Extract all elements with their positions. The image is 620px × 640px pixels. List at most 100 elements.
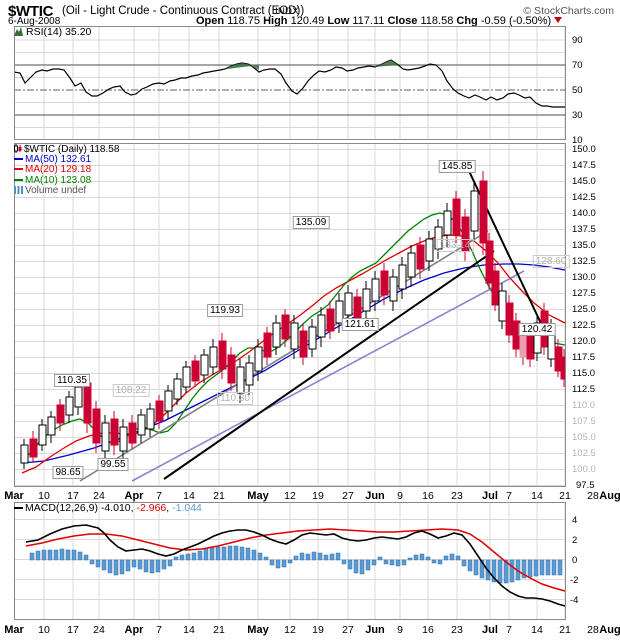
date-label-bottom-jun-16: 16: [422, 624, 434, 636]
ma50-swatch-icon: [14, 157, 23, 160]
annotation-99-55: 99.55: [97, 458, 129, 471]
price-tick-9: 127.5: [572, 288, 596, 299]
date-label-may-19: 19: [312, 490, 324, 502]
macd-legend-name: MACD(12,26,9): [25, 502, 98, 514]
date-label-aug: Aug: [599, 490, 620, 502]
rsi-panel: [14, 26, 566, 140]
annotation-135-09: 135.09: [292, 216, 330, 229]
date-label-bottom-jul-7: 7: [506, 624, 512, 636]
ma10-legend-text: MA(10) 123.08: [25, 174, 92, 186]
volume-bars-icon: [14, 186, 23, 194]
rsi-tick-50: 50: [572, 85, 583, 96]
price-plot: [14, 143, 566, 487]
date-label-bottom-mar-10: 10: [38, 624, 50, 636]
price-tick-0: 150.0: [572, 144, 596, 155]
rsi-tick-30: 30: [572, 110, 583, 121]
macd-tick-4: 4: [572, 515, 578, 526]
date-label-jul-21: 21: [559, 490, 571, 502]
date-label-bottom-jun-23: 23: [451, 624, 463, 636]
price-tick-10: 125.0: [572, 304, 596, 315]
date-label-jul: Jul: [482, 490, 498, 502]
high-value: 120.49: [290, 15, 325, 27]
date-label-bottom-aug: Aug: [599, 624, 620, 636]
price-legend: $WTIC (Daily) 118.58 MA(50) 132.61 MA(20…: [14, 144, 119, 197]
macd-panel: [14, 502, 566, 620]
macd-legend-value: -4.010: [100, 502, 131, 514]
price-legend-title-row: $WTIC (Daily) 118.58: [14, 144, 119, 155]
annotation-108-22: 108.22: [112, 384, 150, 397]
rsi-legend-text: RSI(14) 35.20: [26, 26, 92, 38]
price-tick-15: 112.5: [572, 384, 596, 395]
date-label-jun-23: 23: [451, 490, 463, 502]
price-tick-19: 102.5: [572, 448, 596, 459]
macd-tick-neg4: -4: [570, 595, 579, 606]
chart-header: $WTIC (Oil - Light Crude - Continuous Co…: [0, 0, 620, 27]
macd-plot: [14, 502, 566, 620]
annotation-98-65: 98.65: [52, 466, 84, 479]
annotation-145-85: 145.85: [438, 160, 476, 173]
macd-legend-hist: -1.044: [172, 502, 202, 514]
chg-label: Chg: [456, 15, 478, 27]
annotation-128-60: 128.60: [532, 255, 570, 268]
rsi-mountain-icon: [14, 27, 23, 36]
date-label-jun-9: 9: [397, 490, 403, 502]
date-label-bottom-jun: Jun: [365, 624, 385, 636]
volume-legend-text: Volume undef: [25, 185, 87, 196]
high-label: High: [263, 15, 288, 27]
stockcharts-copyright: © StockCharts.com: [523, 5, 614, 17]
low-value: 117.11: [352, 15, 385, 27]
date-label-bottom-jul-14: 14: [531, 624, 543, 636]
annotation-133-14: 133.14: [436, 239, 474, 252]
date-label-bottom-may-12: 12: [284, 624, 296, 636]
annotation-121-61: 121.61: [341, 318, 379, 331]
date-label-apr-21: 21: [213, 490, 225, 502]
date-label-mar-10: 10: [38, 490, 50, 502]
volume-legend-row: Volume undef: [14, 185, 119, 197]
open-value: 118.75: [227, 15, 261, 27]
chg-value: -0.59 (-0.50%): [480, 15, 552, 27]
quote-summary: Open 118.75 High 120.49 Low 117.11 Close…: [196, 15, 563, 27]
date-label-bottom-mar-17: 17: [67, 624, 79, 636]
ma10-legend-row: MA(10) 123.08: [14, 174, 119, 187]
date-label-may-27: 27: [342, 490, 354, 502]
annotation-110-30: 110.30: [217, 392, 253, 405]
ma50-legend-row: MA(50) 132.61: [14, 153, 119, 166]
ma20-swatch-icon: [14, 168, 23, 170]
date-label-jul-28: 28: [587, 490, 599, 502]
symbol-ticker: $WTIC: [8, 3, 54, 20]
ma20-legend-text: MA(20) 129.18: [25, 164, 92, 175]
price-tick-6: 135.0: [572, 240, 596, 251]
date-label-may-12: 12: [284, 490, 296, 502]
annotation-120-42: 120.42: [518, 323, 556, 336]
date-label-bottom-mar-24: 24: [93, 624, 105, 636]
date-label-bottom-may-19: 19: [312, 624, 324, 636]
date-label-jun-16: 16: [422, 490, 434, 502]
price-tick-4: 140.0: [572, 208, 596, 219]
quote-date: 6-Aug-2008: [8, 16, 61, 27]
date-label-bottom-apr-7: 7: [156, 624, 162, 636]
price-legend-title: $WTIC (Daily) 118.58: [24, 144, 120, 155]
close-value: 118.58: [420, 15, 454, 27]
price-tick-13: 117.5: [572, 352, 596, 363]
price-tick-12: 120.0: [572, 336, 596, 347]
date-label-bottom-jul: Jul: [482, 624, 498, 636]
ma20-legend-row: MA(20) 129.18: [14, 164, 119, 176]
price-tick-20: 100.0: [572, 464, 596, 475]
price-tick-21: 97.5: [576, 480, 595, 491]
rsi-plot: [14, 26, 566, 140]
price-tick-14: 115.0: [572, 368, 596, 379]
date-label-bottom-jul-28: 28: [587, 624, 599, 636]
symbol-name: (Oil - Light Crude - Continuous Contract…: [62, 5, 305, 17]
price-tick-17: 107.5: [572, 416, 596, 427]
price-tick-1: 147.5: [572, 160, 596, 171]
ma50-legend-text: MA(50) 132.61: [25, 153, 92, 165]
date-label-apr: Apr: [124, 490, 144, 502]
macd-tick-neg2: -2: [570, 575, 579, 586]
date-label-bottom-apr: Apr: [124, 624, 144, 636]
macd-tick-2: 2: [572, 535, 578, 546]
chevron-down-icon[interactable]: [554, 17, 563, 23]
price-tick-5: 137.5: [572, 224, 596, 235]
date-label-apr-7: 7: [156, 490, 162, 502]
rsi-tick-10: 10: [572, 135, 583, 146]
